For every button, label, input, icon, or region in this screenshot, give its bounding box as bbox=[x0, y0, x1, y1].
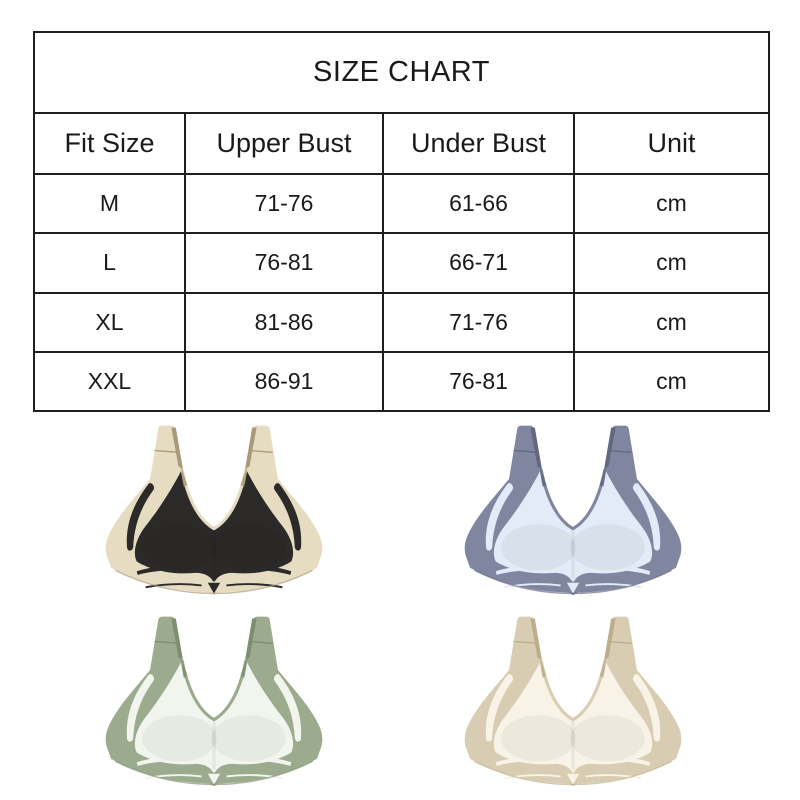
right-strap-shadow bbox=[245, 618, 257, 661]
center-triangle bbox=[566, 582, 580, 594]
right-strap-adjuster bbox=[249, 449, 273, 453]
right-strap-back bbox=[599, 465, 606, 487]
cell-xl-under: 71-76 bbox=[382, 291, 573, 351]
size-chart-title: SIZE CHART bbox=[35, 33, 768, 114]
right-strap-adjuster bbox=[249, 640, 273, 644]
bottom-hem bbox=[474, 760, 672, 786]
right-strap-shadow bbox=[604, 427, 616, 470]
cell-size-xl: XL bbox=[35, 291, 184, 351]
bottom-hem bbox=[115, 569, 313, 595]
right-whisker-seam bbox=[585, 583, 642, 589]
bra-ivory-tan bbox=[462, 614, 684, 796]
right-wing-pattern bbox=[222, 483, 302, 575]
cell-xl-upper: 81-86 bbox=[184, 291, 382, 351]
left-strap-adjuster bbox=[154, 449, 179, 453]
cell-size-m: M bbox=[35, 173, 184, 232]
left-whisker-seam bbox=[504, 774, 561, 780]
cell-m-upper: 71-76 bbox=[184, 173, 382, 233]
cell-m-under: 61-66 bbox=[382, 173, 573, 233]
bra-image bbox=[105, 616, 323, 787]
bra-white-sage bbox=[103, 614, 325, 796]
cell-m-unit: cm bbox=[573, 173, 768, 233]
right-cup-shading bbox=[570, 524, 645, 571]
left-whisker-seam bbox=[145, 774, 202, 780]
right-wing-pattern bbox=[581, 483, 661, 575]
header-unit: Unit bbox=[573, 114, 768, 174]
right-cup-shading bbox=[211, 524, 286, 571]
cell-l-under: 66-71 bbox=[382, 232, 573, 292]
bra-black-beige bbox=[103, 423, 325, 605]
cell-xxl-upper: 86-91 bbox=[184, 350, 382, 410]
left-cup-shading bbox=[501, 715, 576, 762]
right-strap-shadow bbox=[604, 618, 616, 661]
neckline-trim bbox=[539, 468, 607, 531]
right-whisker-seam bbox=[226, 583, 283, 589]
bra-image bbox=[464, 425, 682, 596]
bottom-hem bbox=[474, 569, 672, 595]
left-strap-shadow bbox=[171, 427, 183, 470]
center-triangle bbox=[207, 582, 221, 594]
left-cup-shading bbox=[501, 524, 576, 571]
bra-lightblue-slate bbox=[462, 423, 684, 605]
cell-l-unit: cm bbox=[573, 232, 768, 292]
cell-xxl-under: 76-81 bbox=[382, 350, 573, 410]
left-cup-shading bbox=[142, 715, 217, 762]
left-strap-back bbox=[540, 465, 547, 487]
cell-xxl-unit: cm bbox=[573, 350, 768, 410]
left-strap-adjuster bbox=[513, 449, 538, 453]
left-wing-pattern bbox=[485, 483, 565, 575]
right-whisker-seam bbox=[585, 774, 642, 780]
right-wing-pattern bbox=[581, 674, 661, 766]
left-wing-pattern bbox=[126, 483, 206, 575]
neckline-trim bbox=[180, 659, 248, 722]
left-strap-adjuster bbox=[513, 640, 538, 644]
left-strap-shadow bbox=[530, 427, 542, 470]
header-fit-size: Fit Size bbox=[64, 128, 155, 159]
left-strap-back bbox=[181, 656, 188, 678]
header-upper-bust: Upper Bust bbox=[184, 114, 382, 174]
left-whisker-seam bbox=[145, 583, 202, 589]
right-strap-adjuster bbox=[608, 640, 632, 644]
neckline-trim bbox=[539, 659, 607, 722]
cell-xl-unit: cm bbox=[573, 291, 768, 351]
header-under-bust: Under Bust bbox=[382, 114, 573, 174]
right-cup-shading bbox=[211, 715, 286, 762]
left-strap-adjuster bbox=[154, 640, 179, 644]
cell-l-upper: 76-81 bbox=[184, 232, 382, 292]
center-triangle bbox=[566, 773, 580, 785]
cell-size-l: L bbox=[35, 232, 184, 291]
neckline-trim bbox=[180, 468, 248, 531]
left-strap-back bbox=[181, 465, 188, 487]
bra-image bbox=[464, 616, 682, 787]
right-strap-back bbox=[240, 656, 247, 678]
size-chart-table: SIZE CHART Fit Size Upper Bust Under Bus… bbox=[33, 31, 770, 412]
cell-size-xxl: XXL bbox=[35, 350, 184, 410]
left-cup-shading bbox=[142, 524, 217, 571]
right-strap-adjuster bbox=[608, 449, 632, 453]
left-wing-pattern bbox=[126, 674, 206, 766]
bottom-hem bbox=[115, 760, 313, 786]
right-strap-back bbox=[240, 465, 247, 487]
bra-image bbox=[105, 425, 323, 596]
left-strap-back bbox=[540, 656, 547, 678]
right-strap-back bbox=[599, 656, 606, 678]
right-wing-pattern bbox=[222, 674, 302, 766]
right-cup-shading bbox=[570, 715, 645, 762]
left-strap-shadow bbox=[530, 618, 542, 661]
center-triangle bbox=[207, 773, 221, 785]
right-strap-shadow bbox=[245, 427, 257, 470]
right-whisker-seam bbox=[226, 774, 283, 780]
left-wing-pattern bbox=[485, 674, 565, 766]
size-chart-grid: Fit Size Upper Bust Under Bust Unit M 71… bbox=[35, 114, 768, 410]
left-whisker-seam bbox=[504, 583, 561, 589]
left-strap-shadow bbox=[171, 618, 183, 661]
